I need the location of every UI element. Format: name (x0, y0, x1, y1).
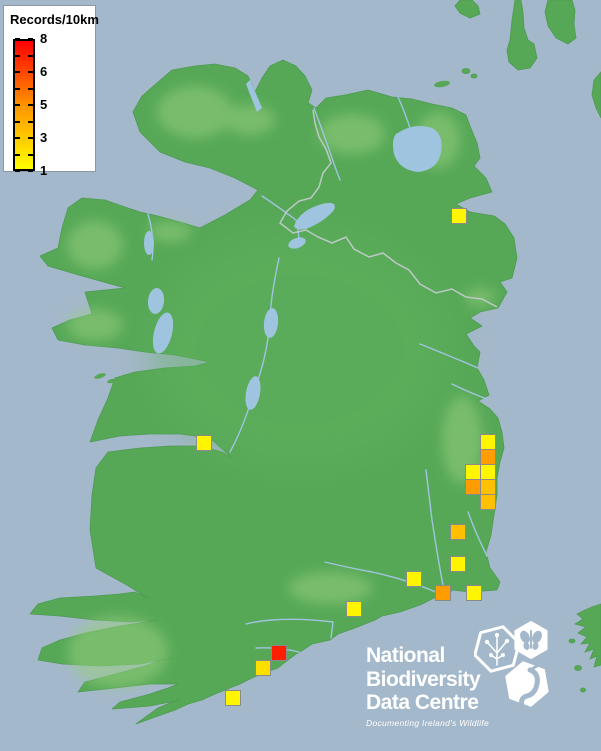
record-grid-square (465, 464, 481, 480)
record-grid-square (435, 585, 451, 601)
legend-tick-mark (15, 87, 20, 90)
lough-neagh (392, 126, 442, 172)
record-grid-square (450, 556, 466, 572)
legend-tick-mark (28, 87, 33, 90)
record-grid-square (480, 449, 496, 465)
legend-tick-mark (15, 38, 20, 40)
record-grid-square (465, 479, 481, 495)
record-grid-square (480, 434, 496, 450)
legend-tick-mark (15, 104, 20, 106)
legend-tick-mark (28, 137, 33, 139)
record-grid-square (466, 585, 482, 601)
record-grid-square (271, 645, 287, 661)
legend-tick-mark (28, 153, 33, 156)
nbdc-logo: National Biodiversity Data Centre Docume… (366, 644, 489, 728)
hexagon-butterfly-icon (514, 621, 548, 659)
legend-panel: Records/10km 8 6 5 3 1 (3, 5, 99, 178)
legend-tick-mark (28, 54, 33, 57)
legend-tick-mark (15, 71, 20, 73)
record-grid-square (406, 571, 422, 587)
legend-tick-mark (15, 153, 20, 156)
hexagon-tree-sprig-icon (474, 625, 521, 673)
logo-line-3: Data Centre (366, 691, 479, 714)
record-grid-square (480, 479, 496, 495)
record-grid-square (480, 464, 496, 480)
logo-line-2: Biodiversity (366, 667, 481, 691)
ni-border-line (279, 109, 498, 308)
wales-coast (568, 603, 601, 693)
legend-tick-label: 8 (40, 31, 48, 46)
legend-tick-mark (15, 120, 20, 123)
legend-tick-mark (28, 104, 33, 106)
logo-line-1: National (366, 644, 445, 667)
small-islands (94, 80, 450, 388)
record-grid-square (225, 690, 241, 706)
legend-tick-label: 1 (40, 163, 48, 178)
legend-tick-mark (28, 71, 33, 73)
scotland-coast (454, 0, 601, 119)
legend-tick-label: 6 (40, 64, 48, 79)
legend-tick-mark (28, 120, 33, 123)
legend-tick-label: 3 (40, 130, 48, 145)
legend-title: Records/10km (10, 12, 99, 27)
legend-tick-mark (15, 54, 20, 57)
record-grid-square (196, 435, 212, 451)
legend-tick-mark (15, 170, 20, 172)
legend-tick-mark (28, 170, 33, 172)
legend-tick-mark (28, 38, 33, 40)
logo-tagline: Documenting Ireland's Wildlife (366, 717, 489, 728)
logo-hexagons (474, 621, 549, 708)
record-grid-square (450, 524, 466, 540)
record-grid-square (346, 601, 362, 617)
record-grid-square (451, 208, 467, 224)
record-grid-square (480, 494, 496, 510)
lakes (144, 80, 442, 410)
record-grid-square (255, 660, 271, 676)
relief-shading (67, 86, 495, 688)
legend-ticks: 8 6 5 3 1 (4, 6, 95, 178)
legend-tick-label: 5 (40, 97, 48, 112)
hexagon-seahorse-icon (505, 661, 549, 708)
legend-tick-mark (15, 137, 20, 139)
